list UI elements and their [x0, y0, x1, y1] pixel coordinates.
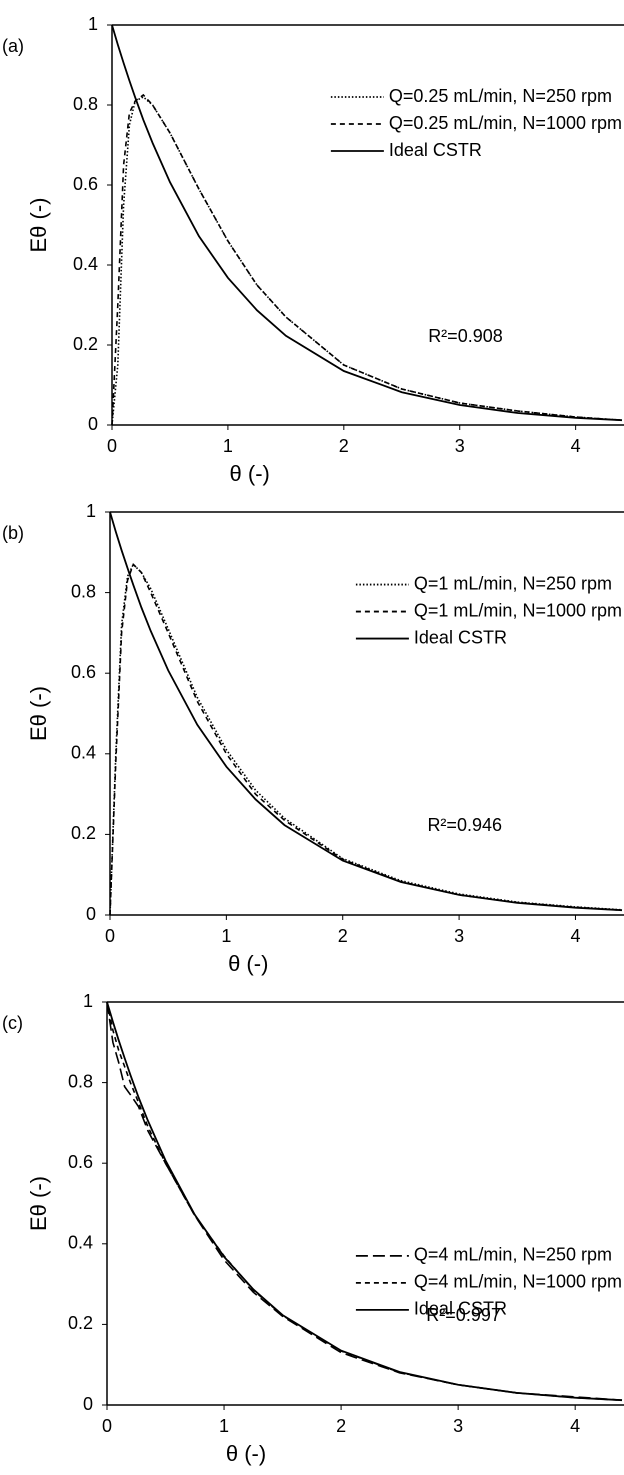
y-tick-label: 0	[86, 904, 96, 924]
series-line	[106, 1001, 623, 1402]
annotation: R²=0.908	[428, 326, 503, 346]
y-tick-label: 0.4	[71, 743, 96, 763]
x-axis-label: θ (-)	[230, 461, 270, 486]
y-axis-label: Eθ (-)	[26, 686, 51, 741]
legend-label: Ideal CSTR	[389, 140, 482, 160]
x-tick-label: 1	[221, 926, 231, 946]
y-tick-label: 1	[88, 14, 98, 34]
x-tick-label: 4	[571, 436, 581, 456]
panel: 0 0.2 0.4 0.6 0.8 1 0 1 2 3 4 θ (-) Eθ (-) (a) R²=0.90…	[2, 14, 624, 486]
series-line	[111, 24, 623, 422]
y-tick-label: 0.6	[68, 1152, 93, 1172]
legend-label: Ideal CSTR	[414, 627, 507, 647]
y-tick-label: 0	[83, 1394, 93, 1414]
series-line	[111, 93, 623, 426]
series-line	[109, 511, 623, 912]
series-line	[109, 562, 623, 916]
y-tick-label: 0.6	[73, 174, 98, 194]
legend-label: Q=4 mL/min, N=250 rpm	[414, 1245, 612, 1265]
y-tick-label: 0.2	[73, 334, 98, 354]
y-tick-label: 0.6	[71, 662, 96, 682]
y-tick-label: 0.8	[71, 581, 96, 601]
x-tick-label: 3	[453, 1416, 463, 1436]
legend-label: Q=0.25 mL/min, N=1000 rpm	[389, 113, 622, 133]
y-tick-label: 1	[83, 991, 93, 1011]
y-tick-label: 0.4	[68, 1233, 93, 1253]
x-tick-label: 1	[223, 436, 233, 456]
y-tick-label: 0	[88, 414, 98, 434]
x-tick-label: 2	[339, 436, 349, 456]
y-tick-label: 0.8	[68, 1071, 93, 1091]
x-tick-label: 3	[454, 926, 464, 946]
legend-label: Q=1 mL/min, N=250 rpm	[414, 573, 612, 593]
legend-label: Q=1 mL/min, N=1000 rpm	[414, 600, 622, 620]
legend-label: Q=4 mL/min, N=1000 rpm	[414, 1272, 622, 1292]
x-tick-label: 3	[455, 436, 465, 456]
y-axis-label: Eθ (-)	[26, 1176, 51, 1231]
x-tick-label: 2	[338, 926, 348, 946]
x-tick-label: 1	[219, 1416, 229, 1436]
panel-label: (c)	[2, 1013, 23, 1033]
series-line	[106, 1001, 623, 1401]
x-axis-label: θ (-)	[226, 1441, 266, 1466]
legend-label: Q=0.25 mL/min, N=250 rpm	[389, 86, 612, 106]
y-tick-label: 1	[86, 501, 96, 521]
x-tick-label: 0	[105, 926, 115, 946]
y-tick-label: 0.4	[73, 254, 98, 274]
x-tick-label: 4	[570, 926, 580, 946]
panel-label: (a)	[2, 36, 24, 56]
x-tick-label: 2	[336, 1416, 346, 1436]
x-tick-label: 0	[107, 436, 117, 456]
annotation: R²=0.997	[426, 1305, 501, 1325]
series-line	[106, 1001, 623, 1401]
panel: 0 0.2 0.4 0.6 0.8 1 0 1 2 3 4 θ (-) Eθ (-) (b) R²=0.94…	[2, 501, 624, 976]
annotation: R²=0.946	[427, 815, 502, 835]
y-tick-label: 0.8	[73, 94, 98, 114]
y-axis-label: Eθ (-)	[26, 198, 51, 253]
panel-label: (b)	[2, 523, 24, 543]
panel: 0 0.2 0.4 0.6 0.8 1 0 1 2 3 4 θ (-) Eθ (-) (c) R²=0.99…	[2, 991, 624, 1466]
y-tick-label: 0.2	[71, 823, 96, 843]
x-axis-label: θ (-)	[228, 951, 268, 976]
y-tick-label: 0.2	[68, 1313, 93, 1333]
series-line	[111, 96, 623, 426]
x-tick-label: 0	[102, 1416, 112, 1436]
legend-label: Ideal CSTR	[414, 1299, 507, 1319]
x-tick-label: 4	[570, 1416, 580, 1436]
